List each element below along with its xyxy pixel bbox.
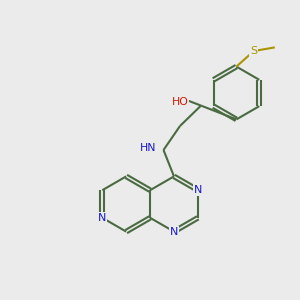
- Text: HO: HO: [172, 97, 188, 107]
- Text: S: S: [250, 46, 257, 56]
- Text: N: N: [170, 226, 178, 237]
- Text: N: N: [194, 185, 202, 195]
- Text: HN: HN: [140, 143, 156, 153]
- Text: N: N: [98, 213, 106, 223]
